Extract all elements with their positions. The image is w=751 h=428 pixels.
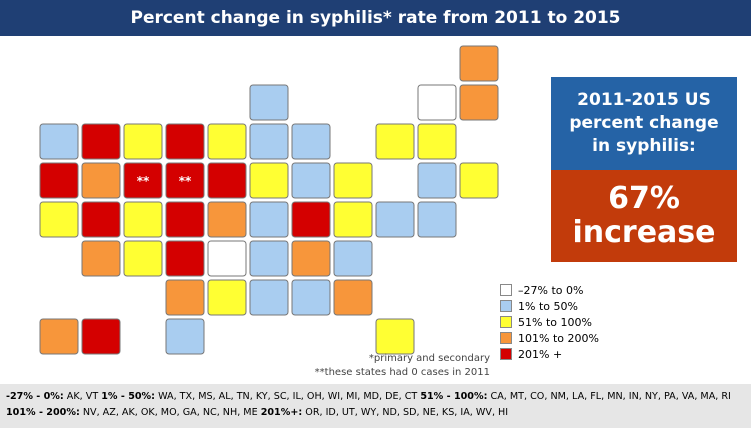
state bbox=[417, 84, 457, 121]
legend-swatch bbox=[500, 348, 512, 360]
state bbox=[249, 84, 289, 121]
state bbox=[459, 84, 499, 121]
state bbox=[291, 162, 331, 199]
header-title: Percent change in syphilis* rate from 20… bbox=[0, 0, 751, 36]
state bbox=[459, 45, 499, 82]
legend-item: 51% to 100% bbox=[500, 314, 599, 330]
footer-range: 201%+: bbox=[260, 407, 303, 418]
legend: –27% to 0% 1% to 50% 51% to 100% 101% to 20… bbox=[500, 282, 599, 362]
notes: *primary and secondary **these states ha… bbox=[280, 352, 490, 380]
footer-line: 101% - 200%: NV, AZ, AK, OK, MO, GA, NC,… bbox=[6, 405, 745, 421]
state bbox=[333, 240, 373, 277]
state bbox=[165, 162, 205, 199]
footer-range: 51% - 100%: bbox=[420, 391, 488, 402]
state bbox=[39, 162, 79, 199]
summary-heading-line: percent change bbox=[569, 113, 719, 133]
state bbox=[249, 201, 289, 238]
state bbox=[249, 162, 289, 199]
legend-label: 51% to 100% bbox=[518, 315, 592, 329]
state bbox=[333, 201, 373, 238]
state bbox=[123, 162, 163, 199]
summary-result: 67% increase bbox=[551, 170, 737, 262]
footer-states: AK, VT bbox=[66, 391, 99, 402]
summary-heading-line: in syphilis: bbox=[592, 136, 696, 156]
footer-line: -27% - 0%: AK, VT 1% - 50%: WA, TX, MS, … bbox=[6, 389, 745, 405]
state bbox=[165, 201, 205, 238]
footer: -27% - 0%: AK, VT 1% - 50%: WA, TX, MS, … bbox=[0, 384, 751, 428]
state bbox=[375, 123, 415, 160]
legend-swatch bbox=[500, 284, 512, 296]
legend-label: 101% to 200% bbox=[518, 331, 599, 345]
state bbox=[165, 240, 205, 277]
footer-states: OR, ID, UT, WY, ND, SD, NE, KS, IA, WV, … bbox=[305, 407, 509, 418]
summary-value: 67% bbox=[608, 181, 680, 216]
legend-label: 1% to 50% bbox=[518, 299, 578, 313]
state bbox=[333, 162, 373, 199]
state bbox=[249, 279, 289, 316]
footer-states: CA, MT, CO, NM, LA, FL, MN, IN, NY, PA, … bbox=[490, 391, 731, 402]
state bbox=[165, 123, 205, 160]
state bbox=[417, 123, 457, 160]
state bbox=[207, 162, 247, 199]
footer-range: 101% - 200%: bbox=[6, 407, 80, 418]
state bbox=[165, 279, 205, 316]
state bbox=[165, 318, 205, 355]
summary-heading-line: 2011-2015 US bbox=[577, 90, 711, 110]
state bbox=[123, 123, 163, 160]
state bbox=[375, 318, 415, 355]
state bbox=[39, 318, 79, 355]
state-marker: ** bbox=[179, 174, 192, 188]
legend-item: –27% to 0% bbox=[500, 282, 599, 298]
summary-heading: 2011-2015 US percent change in syphilis: bbox=[551, 77, 737, 170]
state bbox=[39, 123, 79, 160]
legend-swatch bbox=[500, 332, 512, 344]
legend-label: –27% to 0% bbox=[518, 283, 584, 297]
state bbox=[207, 240, 247, 277]
legend-swatch bbox=[500, 316, 512, 328]
state bbox=[291, 123, 331, 160]
legend-swatch bbox=[500, 300, 512, 312]
state bbox=[123, 240, 163, 277]
note: **these states had 0 cases in 2011 bbox=[314, 367, 490, 378]
legend-item: 201% + bbox=[500, 346, 599, 362]
state bbox=[81, 123, 121, 160]
state bbox=[333, 279, 373, 316]
state bbox=[81, 162, 121, 199]
state bbox=[291, 240, 331, 277]
state bbox=[417, 201, 457, 238]
summary-label: increase bbox=[572, 215, 716, 250]
footer-range: 1% - 50%: bbox=[101, 391, 155, 402]
legend-item: 101% to 200% bbox=[500, 330, 599, 346]
note: *primary and secondary bbox=[368, 353, 490, 364]
state bbox=[207, 201, 247, 238]
footer-range: -27% - 0%: bbox=[6, 391, 64, 402]
state bbox=[417, 162, 457, 199]
state bbox=[39, 201, 79, 238]
state bbox=[207, 123, 247, 160]
state-marker: ** bbox=[137, 174, 150, 188]
state bbox=[291, 201, 331, 238]
state bbox=[81, 318, 121, 355]
state bbox=[249, 240, 289, 277]
state bbox=[81, 240, 121, 277]
legend-label: 201% + bbox=[518, 347, 563, 361]
state bbox=[81, 201, 121, 238]
state bbox=[207, 279, 247, 316]
state bbox=[375, 201, 415, 238]
state-map: ** ** bbox=[39, 45, 499, 355]
state bbox=[249, 123, 289, 160]
state bbox=[459, 162, 499, 199]
state bbox=[123, 201, 163, 238]
legend-item: 1% to 50% bbox=[500, 298, 599, 314]
footer-states: NV, AZ, AK, OK, MO, GA, NC, NH, ME bbox=[82, 407, 258, 418]
footer-states: WA, TX, MS, AL, TN, KY, SC, IL, OH, WI, … bbox=[158, 391, 418, 402]
state bbox=[291, 279, 331, 316]
